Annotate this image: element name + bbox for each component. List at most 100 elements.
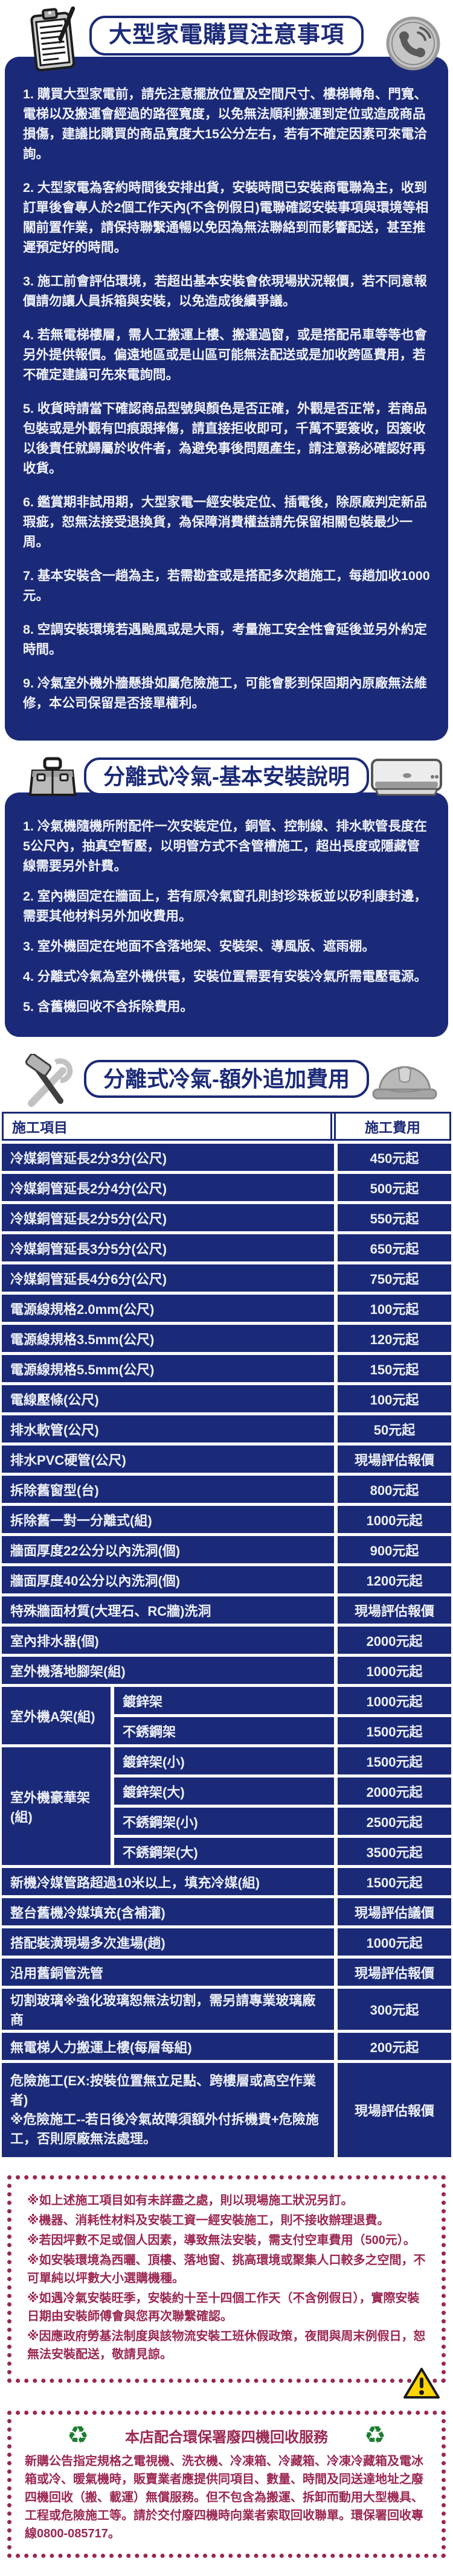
table-row: 冷媒銅管延長2分3分(公尺) 450元起: [2, 1144, 451, 1171]
table-subrow: 鍍鋅架(大) 2000元起: [114, 1777, 451, 1805]
table-subrow: 鍍鋅架(小) 1500元起: [114, 1747, 451, 1774]
table-row: 拆除舊窗型(台) 800元起: [2, 1476, 451, 1503]
danger-construction-line2: ※危險施工--若日後冷氣故障須額外付拆機費+危險施工，否則原廠無法處理。: [10, 2112, 319, 2146]
note-item: ※機器、消耗性材料及安裝工資一經安裝施工，則不接收辦理退費。: [27, 2214, 390, 2227]
purchase-notice-item: 7. 基本安裝含一趟為主，若需勘查或是搭配多次趟施工，每趟加收1000元。: [23, 569, 430, 603]
table-cell-item: 不銹鋼架(小): [114, 1808, 334, 1835]
table-cell-fee: 120元起: [338, 1325, 451, 1352]
section1-title: 大型家電購買注意事項: [89, 16, 364, 56]
table-cell-fee: 現場評估議價: [338, 1898, 451, 1925]
table-row: 電源線規格5.5mm(公尺) 150元起: [2, 1355, 451, 1382]
table-row: 電源線規格2.0mm(公尺) 100元起: [2, 1295, 451, 1322]
table-cell-item: 室外機落地腳架(組): [2, 1657, 334, 1684]
install-notice-item: 5. 含舊機回收不含拆除費用。: [23, 999, 193, 1014]
table-cell-item: 拆除舊一對一分離式(組): [2, 1506, 334, 1533]
purchase-notice-item: 1. 購買大型家電前，請先注意擺放位置及空間尺寸、樓梯轉角、門寬、電梯以及搬運會…: [23, 87, 427, 161]
table-row: 冷媒銅管延長2分5分(公尺) 550元起: [2, 1204, 451, 1231]
table-cell-group-label: 室外機豪華架(組): [2, 1747, 111, 1865]
table-header-item: 施工項目: [4, 1114, 332, 1139]
section1-header: 大型家電購買注意事項: [0, 5, 453, 72]
table-cell-item: 電線壓條(公尺): [2, 1385, 334, 1412]
purchase-notice-item: 2. 大型家電為客約時間後安排出貨，安裝時間已安裝商電聯為主，收到訂單後會專人於…: [23, 180, 429, 255]
table-body: 冷媒銅管延長2分3分(公尺) 450元起 冷媒銅管延長2分4分(公尺) 500元…: [2, 1144, 451, 2157]
table-cell-item: 排水軟管(公尺): [2, 1415, 334, 1443]
table-row: 冷媒銅管延長4分6分(公尺) 750元起: [2, 1264, 451, 1292]
purchase-notice-item: 6. 鑑賞期非試用期，大型家電一經安裝定位、插電後，除原廠判定新品瑕疵，恕無法接…: [23, 495, 427, 549]
table-cell-item: 牆面厚度22公分以內洗洞(個): [2, 1536, 334, 1563]
table-row: 室內排水器(個) 2000元起: [2, 1627, 451, 1654]
table-cell-fee: 1000元起: [338, 1687, 451, 1714]
table-row: 電線壓條(公尺) 100元起: [2, 1385, 451, 1412]
table-cell-item: 切割玻璃※強化玻璃恕無法切割，需另請專業玻璃廠商: [2, 1989, 334, 2030]
section2-header: 分離式冷氣-基本安裝說明: [0, 753, 453, 802]
table-row: 切割玻璃※強化玻璃恕無法切割，需另請專業玻璃廠商 300元起: [2, 1989, 451, 2030]
table-cell-fee: 3500元起: [338, 1838, 451, 1865]
recycle-icon: ♻: [364, 2422, 386, 2449]
table-cell-fee: 1500元起: [338, 1868, 451, 1895]
safety-helmet-icon: [372, 1055, 437, 1103]
table-row: 牆面厚度22公分以內洗洞(個) 900元起: [2, 1536, 451, 1563]
table-cell-fee: 300元起: [338, 1989, 451, 2030]
table-cell-fee: 100元起: [338, 1295, 451, 1322]
table-row: 特殊牆面材質(大理石、RC牆)洗洞 現場評估報價: [2, 1596, 451, 1624]
table-cell-item: 特殊牆面材質(大理石、RC牆)洗洞: [2, 1596, 334, 1624]
table-cell-item: 電源線規格5.5mm(公尺): [2, 1355, 334, 1382]
table-cell-fee: 1000元起: [338, 1506, 451, 1533]
table-cell-item: 電源線規格2.0mm(公尺): [2, 1295, 334, 1322]
install-notice-item: 4. 分離式冷氣為室外機供電，安裝位置需要有安裝冷氣所需電壓電源。: [23, 969, 427, 984]
table-row: 排水軟管(公尺) 50元起: [2, 1415, 451, 1443]
install-notice-item: 3. 室外機固定在地面不含落地架、安裝架、導風版、遮雨棚。: [23, 939, 375, 954]
table-cell-item: 危險施工(EX:按裝位置無立足點、跨樓層或高空作業者) ※危險施工--若日後冷氣…: [2, 2063, 334, 2157]
note-item: ※如遇冷氣安裝旺季，安裝約十至十四個工作天（不含例假日），實際安裝日期由安裝師傅…: [27, 2292, 420, 2323]
purchase-notice-item: 8. 空調安裝環境若遇颱風或是大雨，考量施工安全性會延後並另外約定時間。: [23, 622, 427, 657]
clipboard-icon: [21, 5, 83, 75]
table-cell-fee: 現場評估報價: [338, 1596, 451, 1624]
toolbox-icon: [27, 756, 79, 800]
notes-box: ※如上述施工項目如有未詳盡之處，則以現場施工狀況另訂。 ※機器、消耗性材料及安裝…: [7, 2175, 446, 2399]
table-row-danger: 危險施工(EX:按裝位置無立足點、跨樓層或高空作業者) ※危險施工--若日後冷氣…: [2, 2063, 451, 2157]
table-cell-item: 冷媒銅管延長2分4分(公尺): [2, 1174, 334, 1201]
table-cell-fee: 500元起: [338, 1174, 451, 1201]
recycle-title: 本店配合環保署廢四機回收服務: [125, 2429, 328, 2446]
table-cell-fee: 1000元起: [338, 1657, 451, 1684]
table-cell-fee: 現場評估報價: [338, 1959, 451, 1986]
section2-panel: 1. 冷氣機隨機所附配件一次安裝定位，銅管、控制線、排水軟管長度在5公尺內，抽真…: [5, 792, 448, 1037]
recycle-icon: ♻: [67, 2422, 89, 2449]
danger-construction-line1: 危險施工(EX:按裝位置無立足點、跨樓層或高空作業者): [10, 2073, 316, 2108]
table-row: 冷媒銅管延長2分4分(公尺) 500元起: [2, 1174, 451, 1201]
table-cell-item: 電源線規格3.5mm(公尺): [2, 1325, 334, 1352]
note-item: ※因應政府勞基法制度與該物流安裝工班休假政策，夜間與周末例假日，恕無法安裝配送，…: [27, 2330, 426, 2361]
section2-title: 分離式冷氣-基本安裝說明: [84, 757, 369, 796]
table-cell-item: 冷媒銅管延長4分6分(公尺): [2, 1264, 334, 1292]
table-cell-item: 整台舊機冷媒填充(含補灌): [2, 1898, 334, 1925]
table-cell-item: 冷媒銅管延長3分5分(公尺): [2, 1234, 334, 1261]
table-subrow: 不銹鋼架(小) 2500元起: [114, 1808, 451, 1835]
table-cell-item: 拆除舊窗型(台): [2, 1476, 334, 1503]
table-cell-fee: 900元起: [338, 1536, 451, 1563]
table-subrow: 不銹鋼架(大) 3500元起: [114, 1838, 451, 1865]
table-cell-item: 不銹鋼架(大): [114, 1838, 334, 1865]
table-cell-fee: 750元起: [338, 1264, 451, 1292]
table-cell-fee: 150元起: [338, 1355, 451, 1382]
table-row: 室外機落地腳架(組) 1000元起: [2, 1657, 451, 1684]
phone-icon: [385, 16, 441, 71]
table-cell-fee: 2500元起: [338, 1808, 451, 1835]
table-row: 冷媒銅管延長3分5分(公尺) 650元起: [2, 1234, 451, 1261]
table-cell-fee: 800元起: [338, 1476, 451, 1503]
table-cell-fee: 2000元起: [338, 1627, 451, 1654]
table-cell-item: 沿用舊銅管洗管: [2, 1959, 334, 1986]
table-row: 新機冷媒管路超過10米以上，填充冷媒(組) 1500元起: [2, 1868, 451, 1895]
purchase-notice-item: 4. 若無電梯樓層，需人工搬運上樓、搬運過窗，或是搭配吊車等等也會另外提供報價。…: [23, 328, 427, 382]
table-cell-item: 新機冷媒管路超過10米以上，填充冷媒(組): [2, 1868, 334, 1895]
table-cell-item: 不銹鋼架: [114, 1717, 334, 1744]
section1-panel: 1. 購買大型家電前，請先注意擺放位置及空間尺寸、樓梯轉角、門寬、電梯以及搬運會…: [5, 57, 448, 741]
table-cell-fee: 現場評估報價: [338, 1446, 451, 1473]
table-header-fee: 施工費用: [365, 1120, 420, 1135]
extra-fees-table: 施工項目 施工費用 冷媒銅管延長2分3分(公尺) 450元起 冷媒銅管延長2分4…: [2, 1112, 451, 2157]
table-cell-fee: 650元起: [338, 1234, 451, 1261]
hammer-wrench-icon: [18, 1054, 76, 1109]
table-group-row: 室外機豪華架(組) 鍍鋅架(小) 1500元起 鍍鋅架(大) 2000元起: [2, 1747, 451, 1865]
table-cell-fee: 450元起: [338, 1144, 451, 1171]
table-cell-item: 冷媒銅管延長2分5分(公尺): [2, 1204, 334, 1231]
install-notice-item: 1. 冷氣機隨機所附配件一次安裝定位，銅管、控制線、排水軟管長度在5公尺內，抽真…: [23, 819, 427, 873]
